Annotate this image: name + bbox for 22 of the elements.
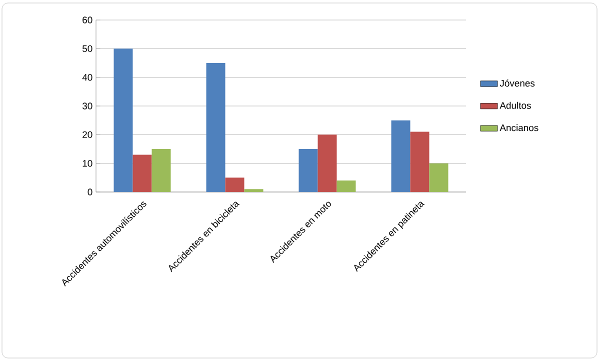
bar — [244, 189, 264, 192]
bar — [114, 48, 133, 192]
bar — [391, 120, 410, 192]
bar — [152, 149, 171, 192]
y-tick-label: 20 — [82, 131, 92, 138]
bar — [410, 132, 430, 192]
bar — [206, 63, 226, 192]
bar — [225, 178, 244, 192]
bar — [429, 163, 448, 192]
legend-label: Adultos — [500, 102, 531, 109]
bar — [132, 154, 152, 192]
y-tick-label: 50 — [82, 45, 92, 52]
bar — [298, 149, 318, 192]
y-tick-label: 60 — [82, 16, 92, 24]
y-tick-label: 0 — [88, 188, 92, 196]
bar — [318, 134, 337, 192]
legend-label: Jóvenes — [500, 80, 535, 87]
y-tick-label: 10 — [82, 160, 92, 167]
y-tick-label: 30 — [82, 102, 92, 110]
y-tick-label: 40 — [82, 74, 92, 81]
bar — [336, 180, 356, 192]
legend-label: Ancianos — [500, 124, 538, 132]
